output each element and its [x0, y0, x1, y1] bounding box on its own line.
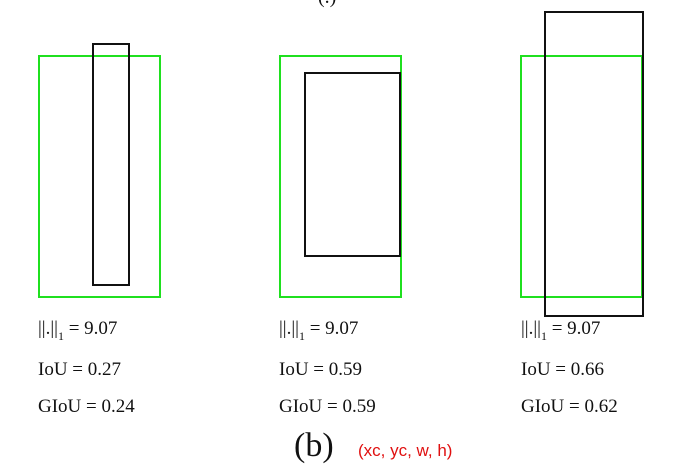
norm-metric-3: ||.||1 = 9.07	[521, 318, 601, 343]
top-cropped-label: (.)	[318, 0, 336, 7]
iou-metric-3: IoU = 0.66	[521, 359, 605, 380]
norm-symbol: ||.||	[279, 318, 299, 339]
norm-value: = 9.07	[546, 318, 601, 339]
norm-value: = 9.07	[63, 318, 118, 339]
ground-truth-box-1	[38, 55, 161, 298]
norm-value: = 9.07	[304, 318, 359, 339]
giou-metric-3: GIoU = 0.62	[521, 396, 618, 417]
norm-subscript: 1	[298, 329, 305, 343]
norm-metric-2: ||.||1 = 9.07	[279, 318, 359, 343]
norm-subscript: 1	[540, 329, 547, 343]
predicted-box-3	[544, 11, 644, 317]
box-format-note: (xc, yc, w, h)	[358, 441, 453, 460]
norm-symbol: ||.||	[38, 318, 58, 339]
predicted-box-2	[304, 72, 401, 257]
iou-metric-2: IoU = 0.59	[279, 359, 363, 380]
norm-metric-1: ||.||1 = 9.07	[38, 318, 118, 343]
giou-metric-1: GIoU = 0.24	[38, 396, 135, 417]
predicted-box-1	[92, 43, 130, 286]
giou-metric-2: GIoU = 0.59	[279, 396, 376, 417]
ground-truth-box-2	[279, 55, 402, 298]
iou-metric-1: IoU = 0.27	[38, 359, 122, 380]
figure-caption: (b)	[294, 427, 334, 464]
norm-subscript: 1	[57, 329, 64, 343]
norm-symbol: ||.||	[521, 318, 541, 339]
